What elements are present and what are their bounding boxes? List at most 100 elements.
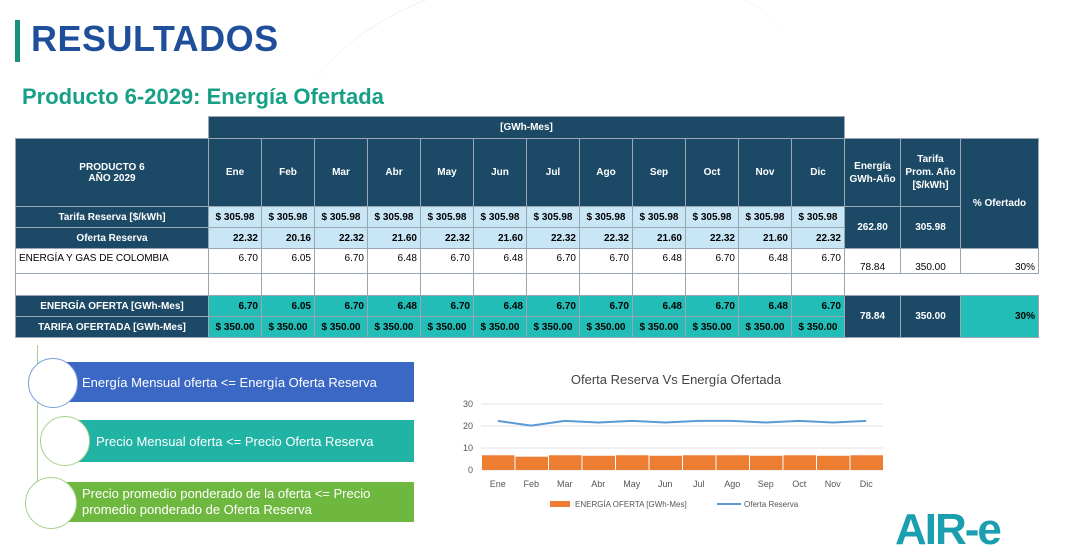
chart-title: Oferta Reserva Vs Energía Ofertada <box>570 372 782 387</box>
table-cell: 6.70 <box>208 248 262 274</box>
callout-marker <box>28 358 78 408</box>
unit-header: [GWh-Mes] <box>208 116 845 139</box>
month-header: Jul <box>526 138 580 207</box>
month-header: Ene <box>208 138 262 207</box>
table-cell: $ 305.98 <box>420 206 474 228</box>
table-cell: 21.60 <box>738 227 792 249</box>
x-tick-label: Feb <box>523 479 539 489</box>
page-title: RESULTADOS <box>31 18 279 59</box>
y-tick-label: 30 <box>463 399 473 409</box>
empresa-tarifa: 350.00 <box>900 248 961 274</box>
table-cell: $ 350.00 <box>314 316 368 338</box>
table-cell: 6.48 <box>632 248 686 274</box>
callout-energia: Energía Mensual oferta <= Energía Oferta… <box>62 362 414 402</box>
table-cell: 22.32 <box>579 227 633 249</box>
oferta-ofertado-total: 30% <box>960 295 1039 338</box>
x-tick-label: Dic <box>860 479 873 489</box>
table-cell: 22.32 <box>314 227 368 249</box>
month-header: Nov <box>738 138 792 207</box>
empresa-label: ENERGÍA Y GAS DE COLOMBIA <box>15 248 209 274</box>
row-label: TARIFA OFERTADA [GWh-Mes] <box>15 316 209 338</box>
bar <box>783 455 816 470</box>
table-cell: 6.48 <box>367 295 421 317</box>
empresa-row: ENERGÍA Y GAS DE COLOMBIA 6.70 6.05 6.70… <box>15 248 1039 274</box>
table-cell: 21.60 <box>632 227 686 249</box>
callout-promedio: Precio promedio ponderado de la oferta <… <box>62 482 414 522</box>
reserva-energia-total: 262.80 <box>844 206 901 249</box>
table-cell: 6.05 <box>261 295 315 317</box>
x-tick-label: Ene <box>490 479 506 489</box>
table-cell: $ 305.98 <box>314 206 368 228</box>
table-cell: 6.70 <box>685 248 739 274</box>
table-cell: 6.48 <box>367 248 421 274</box>
empresa-energia: 78.84 <box>844 248 901 274</box>
table-cell: $ 350.00 <box>579 316 633 338</box>
month-header: Sep <box>632 138 686 207</box>
table-cell: 22.32 <box>420 227 474 249</box>
oferta-tarifa-total: 350.00 <box>900 295 961 338</box>
callout-text: Energía Mensual oferta <= Energía Oferta… <box>82 374 377 390</box>
month-header-row: PRODUCTO 6 AÑO 2029 Ene Feb Mar Abr May … <box>15 138 1039 249</box>
table-cell: $ 305.98 <box>526 206 580 228</box>
table-cell: 22.32 <box>685 227 739 249</box>
table-cell: $ 350.00 <box>367 316 421 338</box>
bar <box>616 455 649 470</box>
table-cell: 6.70 <box>208 295 262 317</box>
table-cell: $ 350.00 <box>473 316 527 338</box>
table-cell: $ 350.00 <box>738 316 792 338</box>
brand-logo: AIR-e <box>895 505 1002 554</box>
table-cell: 6.70 <box>420 295 474 317</box>
table-cell: 6.70 <box>791 295 845 317</box>
table-cell: 6.70 <box>791 248 845 274</box>
bar <box>482 455 515 470</box>
table-cell: $ 350.00 <box>526 316 580 338</box>
y-tick-label: 10 <box>463 443 473 453</box>
table-cell: $ 305.98 <box>791 206 845 228</box>
row-label: Tarifa Reserva [$/kWh] <box>15 206 209 228</box>
table-cell: 6.70 <box>579 248 633 274</box>
table-cell: 6.70 <box>420 248 474 274</box>
callout-text: Precio promedio ponderado de la oferta <… <box>82 486 371 517</box>
table-cell: 6.48 <box>738 248 792 274</box>
bar <box>649 455 682 470</box>
table-cell: $ 305.98 <box>473 206 527 228</box>
month-header: Abr <box>367 138 421 207</box>
bar <box>817 455 850 470</box>
table-cell: 6.48 <box>473 248 527 274</box>
results-table: [GWh-Mes] PRODUCTO 6 AÑO 2029 Ene Feb Ma… <box>15 116 1039 338</box>
x-tick-label: Jun <box>658 479 673 489</box>
table-cell: $ 350.00 <box>685 316 739 338</box>
month-header: Dic <box>791 138 845 207</box>
tarifa-ofertada-row: TARIFA OFERTADA [GWh-Mes] $ 350.00 $ 350… <box>15 316 1039 338</box>
table-cell: 6.05 <box>261 248 315 274</box>
table-cell: 6.70 <box>685 295 739 317</box>
callout-marker <box>25 477 77 529</box>
month-header: Mar <box>314 138 368 207</box>
reserva-tarifa-total: 305.98 <box>900 206 961 249</box>
table-cell: $ 350.00 <box>420 316 474 338</box>
combo-chart: 0 10 20 30 Ene Feb Mar Abr May Jun Jul Ago Sep Oct Nov… <box>463 399 883 509</box>
tarifa-reserva-row: Tarifa Reserva [$/kWh] $ 305.98 $ 305.98… <box>15 206 1039 249</box>
table-cell: $ 350.00 <box>261 316 315 338</box>
table-cell: $ 305.98 <box>579 206 633 228</box>
table-cell: 6.48 <box>632 295 686 317</box>
energia-oferta-row: ENERGÍA OFERTA [GWh-Mes] 6.70 6.05 6.70 … <box>15 295 1039 338</box>
table-cell: 6.70 <box>526 295 580 317</box>
y-tick-label: 0 <box>468 465 473 475</box>
legend-label: Oferta Reserva <box>744 500 799 509</box>
x-tick-label: Ago <box>724 479 740 489</box>
x-tick-label: Jul <box>693 479 705 489</box>
row-label: ENERGÍA OFERTA [GWh-Mes] <box>15 295 209 317</box>
callout-precio: Precio Mensual oferta <= Precio Oferta R… <box>62 420 414 462</box>
x-tick-label: May <box>623 479 641 489</box>
table-cell: $ 350.00 <box>208 316 262 338</box>
month-header: May <box>420 138 474 207</box>
table-cell: 6.48 <box>738 295 792 317</box>
y-tick-label: 20 <box>463 421 473 431</box>
bar <box>683 455 716 470</box>
title-accent-bar <box>15 20 20 62</box>
x-tick-label: Nov <box>825 479 842 489</box>
oferta-energia-total: 78.84 <box>844 295 901 338</box>
x-tick-label: Abr <box>591 479 605 489</box>
table-cell: $ 305.98 <box>685 206 739 228</box>
